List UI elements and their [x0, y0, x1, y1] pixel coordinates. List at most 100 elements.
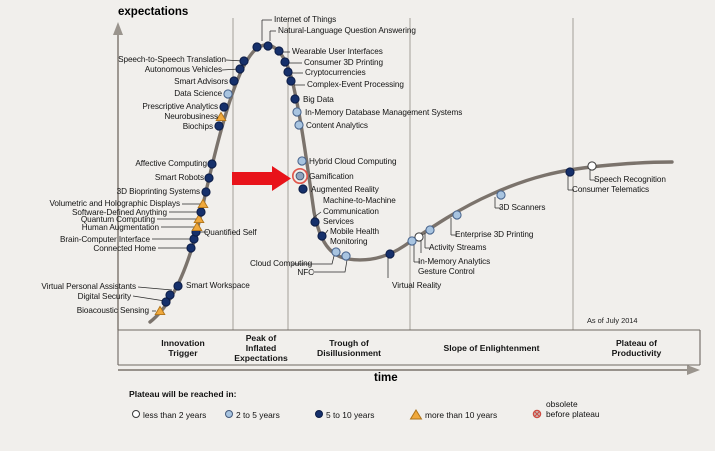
- data-point-3d-bioprinting-systems: [201, 187, 211, 197]
- phase-label-trough-of-disillusionment: Trough of Disillusionment: [288, 338, 410, 358]
- label-quantum-computing: Quantum Computing: [80, 215, 155, 224]
- label-in-memory-analytics: In-Memory Analytics: [418, 257, 491, 266]
- data-point-mobile-health-monitoring: [317, 231, 327, 241]
- phase-line: Disillusionment: [317, 348, 381, 358]
- label-activity-streams: Activity Streams: [429, 243, 487, 252]
- data-point-digital-security: [161, 297, 171, 307]
- phase-label-peak-of-inflated-expectations: Peak of Inflated Expectations: [233, 333, 289, 363]
- legend-title: Plateau will be reached in:: [129, 389, 237, 399]
- data-point-gamification: [291, 167, 309, 185]
- label-machine-to-machine-line2: Communication: [323, 207, 379, 216]
- data-point-content-analytics: [294, 120, 304, 130]
- x-axis-title: time: [374, 372, 398, 384]
- phase-line: Innovation: [161, 338, 205, 348]
- label-affective-computing: Affective Computing: [135, 159, 207, 168]
- label-virtual-reality: Virtual Reality: [392, 281, 442, 290]
- label-human-augmentation: Human Augmentation: [81, 223, 159, 232]
- data-point-autonomous-vehicles: [235, 64, 245, 74]
- label-in-memory-database-management-systems: In-Memory Database Management Systems: [305, 108, 463, 117]
- data-point-augmented-reality: [298, 184, 308, 194]
- label-data-science: Data Science: [174, 89, 222, 98]
- label-gamification: Gamification: [309, 172, 354, 181]
- label-software-defined-anything: Software-Defined Anything: [72, 208, 167, 217]
- data-point-smart-advisors: [229, 76, 239, 86]
- label-smart-workspace: Smart Workspace: [186, 281, 250, 290]
- data-point-activity-streams: [425, 225, 435, 235]
- phase-label-slope-of-enlightenment: Slope of Enlightenment: [410, 343, 573, 353]
- data-point-speech-recognition: [587, 161, 597, 171]
- label-consumer-telematics: Consumer Telematics: [572, 185, 650, 194]
- label-cloud-computing: Cloud Computing: [250, 259, 313, 268]
- data-point-enterprise-3d-printing: [452, 210, 462, 220]
- data-point-neurobusiness: [215, 111, 227, 122]
- label-speech-recognition: Speech Recognition: [594, 175, 666, 184]
- data-point-complex-event-processing: [286, 76, 296, 86]
- data-point-internet-of-things: [252, 42, 262, 52]
- data-point-machine-to-machine-communication-services: [310, 217, 320, 227]
- label-gesture-control: Gesture Control: [418, 267, 475, 276]
- data-point-natural-language-question-answering: [263, 41, 273, 51]
- legend-item-obsolete-before-plateau-line2: before plateau: [546, 409, 600, 419]
- phase-line: Trough of: [329, 338, 369, 348]
- label-nfc: NFC: [297, 268, 314, 277]
- label-hybrid-cloud-computing: Hybrid Cloud Computing: [309, 157, 397, 166]
- label-neurobusiness: Neurobusiness: [164, 112, 218, 121]
- data-point-gesture-control: [414, 232, 424, 242]
- phase-line: Productivity: [611, 348, 662, 358]
- label-internet-of-things: Internet of Things: [274, 15, 337, 24]
- hype-curve: [148, 43, 674, 324]
- label-augmented-reality: Augmented Reality: [311, 185, 379, 194]
- label-mobile-health-line1: Mobile Health: [330, 227, 380, 236]
- data-point-hybrid-cloud-computing: [297, 156, 307, 166]
- label-brain-computer-interface: Brain-Computer Interface: [59, 235, 150, 244]
- leader-lines: [132, 19, 596, 312]
- y-axis-title: expectations: [118, 6, 189, 18]
- data-point-consumer-3d-printing: [280, 57, 290, 67]
- data-point-cloud-computing: [331, 247, 341, 257]
- data-point-prescriptive-analytics: [219, 102, 229, 112]
- data-point-speech-to-speech-translation: [239, 56, 249, 66]
- data-point-biochips: [214, 121, 224, 131]
- data-point-virtual-personal-assistants: [165, 290, 175, 300]
- label-autonomous-vehicles: Autonomous Vehicles: [144, 65, 222, 74]
- data-point-in-memory-database-management-systems: [292, 107, 302, 117]
- data-point-human-augmentation: [191, 221, 203, 232]
- phase-line: Slope of Enlightenment: [443, 343, 540, 353]
- data-point-nfc: [341, 251, 351, 261]
- label-virtual-personal-assistants: Virtual Personal Assistants: [41, 282, 136, 291]
- label-digital-security: Digital Security: [77, 292, 131, 301]
- label-biochips: Biochips: [182, 122, 213, 131]
- label-wearable-user-interfaces: Wearable User Interfaces: [292, 47, 383, 56]
- data-point-markers: [154, 41, 597, 316]
- phase-line: Peak of: [245, 333, 277, 343]
- phase-line: Expectations: [234, 353, 288, 363]
- label-mobile-health-line2: Monitoring: [330, 237, 368, 246]
- phase-band: [117, 329, 701, 366]
- phase-line: Plateau of: [615, 338, 658, 348]
- label-smart-advisors: Smart Advisors: [174, 77, 228, 86]
- label-machine-to-machine-line1: Machine-to-Machine: [323, 196, 396, 205]
- label-volumetric-and-holographic-displays: Volumetric and Holographic Displays: [49, 199, 180, 208]
- data-point-volumetric-and-holographic-displays: [197, 198, 209, 209]
- data-point-wearable-user-interfaces: [274, 46, 284, 56]
- legend-item-2-to-5-years: 2 to 5 years: [236, 410, 280, 420]
- legend-item-more-than-10-years: more than 10 years: [425, 410, 498, 420]
- data-point-big-data: [290, 94, 300, 104]
- data-point-quantum-computing: [193, 213, 205, 224]
- legend-markers: [132, 409, 542, 420]
- data-point-software-defined-anything: [196, 207, 206, 217]
- data-point-data-science: [223, 89, 233, 99]
- label-machine-to-machine-line3: Services: [323, 217, 354, 226]
- data-point-consumer-telematics: [565, 167, 575, 177]
- label-consumer-3d-printing: Consumer 3D Printing: [304, 58, 383, 67]
- label-speech-to-speech-translation: Speech-to-Speech Translation: [118, 55, 226, 64]
- legend-item-less-than-2-years: less than 2 years: [143, 410, 207, 420]
- x-axis: [118, 365, 700, 375]
- red-pointer-arrow: [232, 166, 291, 191]
- data-point-smart-robots: [204, 173, 214, 183]
- data-point-connected-home: [186, 243, 196, 253]
- data-point-in-memory-analytics: [407, 236, 417, 246]
